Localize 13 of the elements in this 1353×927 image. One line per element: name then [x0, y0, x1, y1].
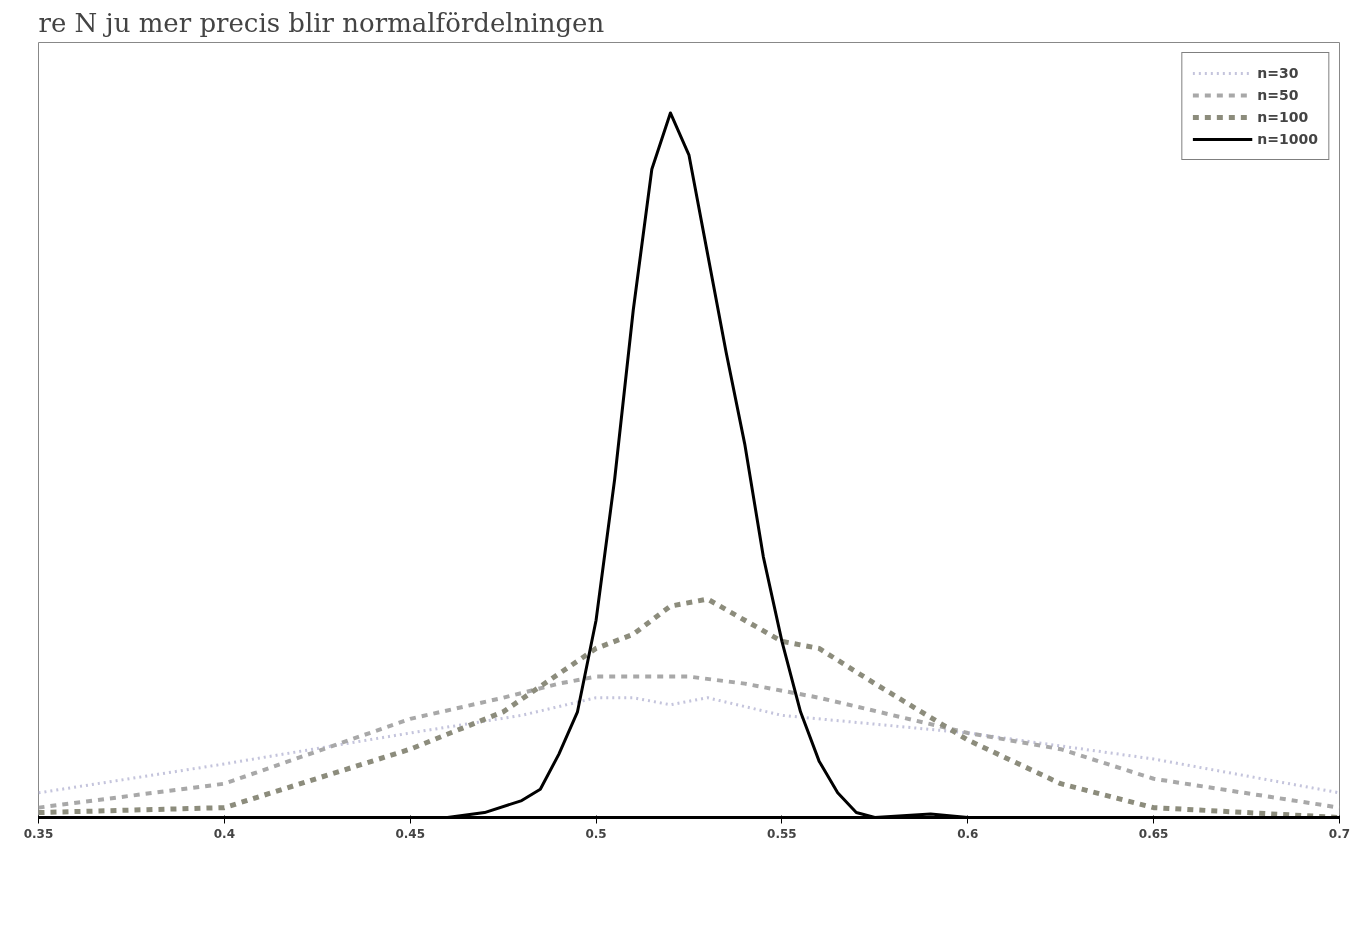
legend-label: n=1000	[1257, 131, 1318, 147]
x-tick-label: 0.4	[213, 826, 235, 841]
legend-label: n=30	[1257, 65, 1299, 81]
x-tick-label: 0.7	[1328, 826, 1351, 841]
legend-label: n=50	[1257, 87, 1299, 103]
x-tick-label: 0.5	[585, 826, 607, 841]
x-tick-label: 0.35	[23, 826, 54, 841]
x-tick-label: 0.6	[957, 826, 979, 841]
chart-title: re N ju mer precis blir normalfördelningen	[38, 7, 605, 38]
legend-label: n=100	[1257, 109, 1309, 125]
x-tick-label: 0.45	[395, 826, 426, 841]
x-tick-label: 0.55	[767, 826, 797, 841]
x-tick-label: 0.65	[1138, 826, 1169, 841]
